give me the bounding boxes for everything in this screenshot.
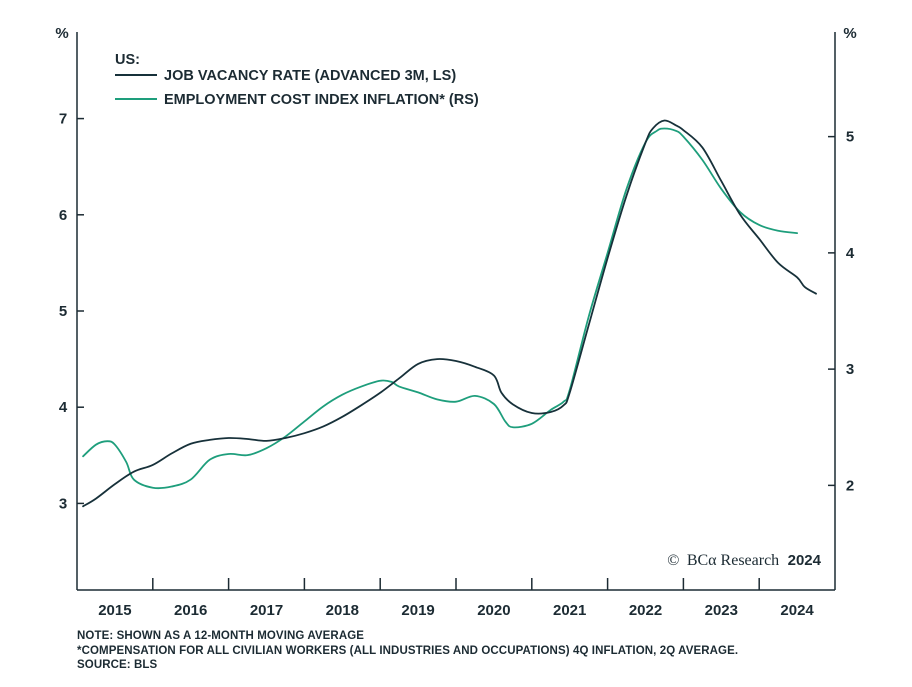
- chart-ticks: 3 4 5 6 7 2 3 4 5 2015 2016 2017 2018 2019 2020 2021 202…: [59, 111, 855, 619]
- x-axis-tick-label: 2024: [780, 602, 814, 619]
- series-line-eci-inflation: [82, 127, 798, 490]
- chart-series: [82, 119, 817, 508]
- left-axis-tick-label: 4: [59, 399, 68, 416]
- x-axis-tick-label: 2016: [174, 602, 207, 619]
- copyright-mark: © BCα Research 2024: [667, 552, 821, 569]
- left-axis-tick-label: 6: [59, 207, 67, 224]
- svg-text:© BCα Research 202: © BCα Research 2024: [667, 552, 821, 569]
- copyright-year: 2024: [788, 552, 822, 569]
- left-axis-tick-label: 3: [59, 495, 67, 512]
- left-axis-unit-label: %: [55, 25, 68, 42]
- right-axis-tick-label: 3: [846, 361, 854, 378]
- right-axis-tick-label: 2: [846, 477, 854, 494]
- note-moving-average: NOTE: SHOWN AS A 12-MONTH MOVING AVERAGE: [77, 630, 365, 642]
- copyright-symbol: ©: [667, 552, 679, 569]
- copyright-brand: BCα Research: [687, 552, 779, 569]
- x-axis-tick-label: 2020: [477, 602, 510, 619]
- series-line-job-vacancy-rate: [82, 119, 817, 508]
- left-axis-tick-label: 5: [59, 303, 67, 320]
- chart-notes: NOTE: SHOWN AS A 12-MONTH MOVING AVERAGE…: [77, 629, 738, 673]
- legend: US: JOB VACANCY RATE (ADVANCED 3M, LS) E…: [115, 52, 479, 108]
- note-source: SOURCE: BLS: [77, 659, 158, 671]
- legend-label-eci-inflation: EMPLOYMENT COST INDEX INFLATION* (RS): [164, 92, 479, 108]
- legend-header: US:: [115, 52, 140, 68]
- right-axis-tick-label: 4: [846, 245, 855, 262]
- legend-label-job-vacancy: JOB VACANCY RATE (ADVANCED 3M, LS): [164, 68, 456, 84]
- left-axis-tick-label: 7: [59, 111, 67, 128]
- x-axis-tick-label: 2018: [326, 602, 359, 619]
- right-axis-unit-label: %: [843, 25, 856, 42]
- chart-axes: [76, 32, 836, 591]
- x-axis-tick-label: 2023: [705, 602, 738, 619]
- right-axis-tick-label: 5: [846, 129, 854, 146]
- x-axis-tick-label: 2022: [629, 602, 662, 619]
- note-compensation: *COMPENSATION FOR ALL CIVILIAN WORKERS (…: [77, 644, 739, 657]
- x-axis-tick-label: 2019: [401, 602, 434, 619]
- x-axis-tick-label: 2017: [250, 602, 283, 619]
- x-axis-tick-label: 2021: [553, 602, 586, 619]
- x-axis-tick-label: 2015: [98, 602, 131, 619]
